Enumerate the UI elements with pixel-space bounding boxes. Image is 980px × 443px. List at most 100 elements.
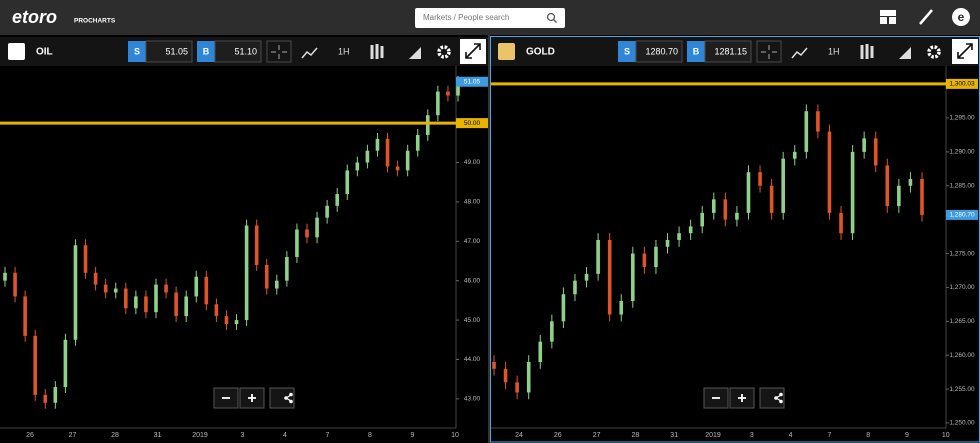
- candle-body: [365, 150, 370, 163]
- sell-button[interactable]: [128, 41, 146, 62]
- candle-body: [550, 321, 554, 342]
- candle-body: [395, 166, 400, 171]
- candle-body: [436, 91, 440, 116]
- sell-price-box[interactable]: [145, 40, 193, 63]
- candle-body: [3, 272, 7, 281]
- x-tick-label: 4: [283, 432, 287, 439]
- level-label: 50.00: [464, 120, 481, 127]
- crosshair-button[interactable]: [756, 40, 782, 63]
- sell-button[interactable]: [618, 41, 636, 62]
- search-placeholder: Markets / People search: [423, 13, 509, 22]
- candle-body: [93, 272, 98, 285]
- draw-icon[interactable]: [919, 9, 933, 25]
- candle-body: [631, 253, 635, 301]
- candle-body: [43, 394, 48, 403]
- candle-type-icon[interactable]: [860, 44, 874, 59]
- x-tick-label: 9: [905, 432, 909, 439]
- drawing-tools-icon[interactable]: [899, 47, 911, 59]
- search-box[interactable]: [415, 8, 565, 28]
- settings-icon[interactable]: [437, 45, 451, 59]
- x-tick-label: 10: [942, 432, 950, 439]
- sell-price-box[interactable]: [635, 40, 683, 63]
- candle-body: [503, 368, 508, 383]
- current-price-box: [946, 209, 978, 220]
- x-tick-label: 2019: [705, 432, 721, 439]
- candle-body: [124, 288, 128, 309]
- share-button[interactable]: [269, 387, 295, 409]
- buy-button[interactable]: [687, 41, 705, 62]
- logo[interactable]: etoro: [12, 7, 57, 27]
- buy-price: 51.10: [234, 46, 257, 56]
- candle-body: [908, 178, 913, 186]
- crosshair-button[interactable]: [266, 40, 292, 63]
- candle-body: [415, 134, 420, 151]
- candle-body: [405, 150, 410, 171]
- candle-body: [862, 138, 866, 152]
- buy-button[interactable]: [197, 41, 215, 62]
- candle-body: [596, 239, 600, 274]
- x-tick-label: 28: [632, 432, 640, 439]
- candle-body: [244, 225, 249, 321]
- x-tick-label: 24: [515, 432, 523, 439]
- etoro-icon[interactable]: e: [952, 8, 970, 26]
- search-icon[interactable]: [546, 12, 557, 23]
- level-label-box: [456, 118, 488, 129]
- x-tick-label: 28: [111, 432, 119, 439]
- share-icon-dot: [779, 399, 783, 404]
- candle-body: [642, 253, 647, 268]
- timeframe[interactable]: 1H: [338, 46, 350, 56]
- drawing-tools-icon[interactable]: [409, 47, 421, 59]
- instrument-icon: [8, 43, 25, 60]
- share-icon-dot: [284, 396, 288, 400]
- candle-body: [873, 138, 878, 166]
- candle-body: [426, 115, 430, 135]
- buy-label: B: [693, 46, 700, 56]
- timeframe[interactable]: 1H: [828, 46, 840, 56]
- chart-type-icon[interactable]: [301, 47, 318, 59]
- candle-body: [295, 229, 299, 258]
- candle-body: [194, 276, 199, 297]
- candle-body: [13, 272, 17, 297]
- candle-body: [144, 296, 148, 313]
- layout-icon[interactable]: [880, 10, 896, 24]
- candle-body: [769, 185, 774, 213]
- y-tick-label: 1,285.00: [949, 182, 975, 189]
- chart-type-icon[interactable]: [791, 47, 808, 59]
- candle-body: [561, 294, 566, 322]
- candle-body: [254, 225, 259, 265]
- candle-body: [492, 361, 496, 369]
- share-button[interactable]: [759, 387, 785, 409]
- candle-body: [335, 194, 339, 206]
- candle-type-icon[interactable]: [370, 44, 384, 59]
- candle-body: [73, 245, 78, 340]
- crosshair-icon: [761, 45, 777, 59]
- candle-body: [538, 341, 543, 362]
- buy-price-box[interactable]: [704, 40, 752, 63]
- candle-body: [325, 205, 329, 218]
- candle-body: [735, 212, 739, 220]
- candle-body: [345, 170, 350, 195]
- settings-icon[interactable]: [927, 45, 941, 59]
- x-tick-label: 26: [554, 432, 562, 439]
- y-tick-label: 47.00: [464, 238, 481, 245]
- candle-body: [723, 199, 728, 220]
- candle-body: [224, 316, 229, 325]
- sell-label: S: [624, 46, 630, 56]
- candle-body: [619, 300, 624, 315]
- candle-body: [375, 138, 380, 151]
- sell-price: 51.05: [165, 46, 188, 56]
- y-tick-label: 1,260.00: [949, 352, 975, 359]
- y-tick-label: 1,275.00: [949, 250, 975, 257]
- product-name: PROCHARTS: [74, 18, 116, 25]
- buy-price-box[interactable]: [214, 40, 262, 63]
- share-icon-dot: [779, 392, 783, 397]
- buy-label: B: [203, 46, 210, 56]
- level-label: 1,300.03: [949, 81, 975, 88]
- candle-body: [83, 245, 88, 273]
- current-price-label: 51.05: [464, 78, 481, 85]
- sell-label: S: [134, 46, 140, 56]
- x-tick-label: 9: [411, 432, 415, 439]
- x-tick-label: 8: [866, 432, 870, 439]
- candle-body: [526, 361, 531, 393]
